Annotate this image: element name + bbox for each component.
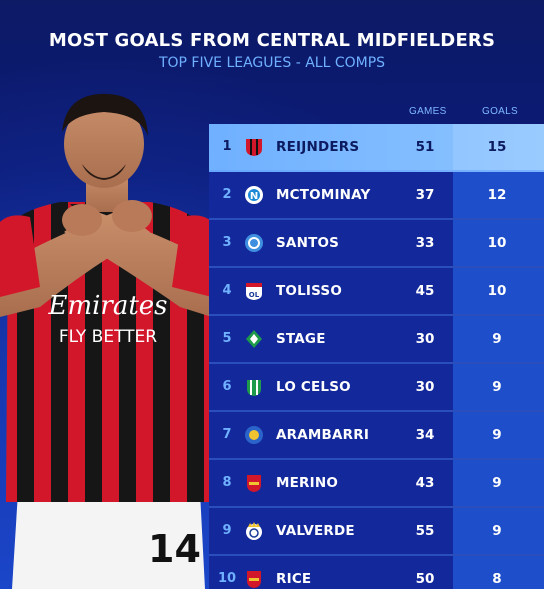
table-row: 3 SANTOS 33 10 (209, 220, 544, 268)
napoli-crest-icon: N (245, 186, 263, 204)
player-name: LO CELSO (276, 379, 351, 395)
goals-value: 9 (492, 427, 502, 443)
table-row: 10 RICE 50 8 (209, 556, 544, 589)
table-row: 8 MERINO 43 9 (209, 460, 544, 508)
games-value: 45 (415, 283, 435, 299)
goals-value: 9 (492, 475, 502, 491)
ac-milan-crest-icon (246, 139, 262, 156)
goals-cell-bg (453, 412, 544, 458)
player-name: RICE (276, 571, 312, 587)
shorts-number: 14 (148, 527, 201, 571)
goals-cell-bg (453, 220, 544, 266)
rank: 1 (222, 139, 232, 154)
goals-value: 10 (487, 283, 507, 299)
shirt-sponsor: Emirates (47, 291, 167, 321)
games-column-header: GAMES (409, 106, 447, 117)
arsenal-crest-icon (247, 475, 261, 492)
rank: 6 (222, 379, 232, 394)
rank: 9 (222, 523, 232, 538)
goals-cell-bg (453, 172, 544, 218)
goals-cell-bg (453, 556, 544, 589)
goals-cell-bg (453, 316, 544, 362)
rank: 2 (222, 187, 232, 202)
games-value: 30 (415, 331, 435, 347)
goals-value: 8 (492, 571, 502, 587)
rank: 7 (222, 427, 232, 442)
games-value: 50 (415, 571, 435, 587)
table-row: 6 LO CELSO 30 9 (209, 364, 544, 412)
werder-bremen-crest-icon (246, 330, 262, 348)
table-row: 2 N MCTOMINAY 37 12 (209, 172, 544, 220)
shirt-sponsor-tagline: FLY BETTER (59, 327, 157, 347)
games-value: 33 (415, 235, 435, 251)
goals-value: 9 (492, 523, 502, 539)
goals-cell-bg (453, 508, 544, 554)
page-title: MOST GOALS FROM CENTRAL MIDFIELDERS (48, 30, 496, 51)
player-name: MERINO (276, 475, 339, 491)
player-illustration: 14 Emirates FLY BETTER (0, 93, 212, 589)
player-name: REIJNDERS (276, 139, 360, 155)
rank: 5 (222, 331, 232, 346)
goals-value: 12 (487, 187, 507, 203)
games-value: 37 (415, 187, 435, 203)
table-row: 5 STAGE 30 9 (209, 316, 544, 364)
table-row: 4 OL TOLISSO 45 10 (209, 268, 544, 316)
real-betis-crest-icon (247, 380, 261, 396)
rank: 10 (217, 571, 237, 586)
table-row: 7 ARAMBARRI 34 9 (209, 412, 544, 460)
page-subtitle: TOP FIVE LEAGUES - ALL COMPS (158, 55, 386, 71)
goals-cell-bg (453, 268, 544, 314)
getafe-crest-icon (245, 426, 263, 444)
goals-value: 15 (487, 139, 507, 155)
player-name: TOLISSO (276, 283, 343, 299)
svg-text:OL: OL (249, 291, 260, 299)
svg-text:N: N (250, 191, 258, 202)
games-value: 43 (415, 475, 435, 491)
table-row: 9 VALVERDE 55 9 (209, 508, 544, 556)
rank: 8 (222, 475, 232, 490)
real-madrid-crest-icon (246, 522, 262, 540)
goals-value: 10 (487, 235, 507, 251)
rank: 4 (222, 283, 232, 298)
leaderboard-table: 1 REIJNDERS 51 15 2 N MCTOMINAY 37 12 3 … (209, 124, 544, 589)
player-name: MCTOMINAY (276, 187, 371, 203)
rank: 3 (222, 235, 232, 250)
games-value: 51 (415, 139, 435, 155)
games-value: 34 (415, 427, 435, 443)
arsenal-crest-icon (247, 571, 261, 588)
player-name: VALVERDE (276, 523, 355, 539)
goals-value: 9 (492, 331, 502, 347)
goals-cell-bg (453, 460, 544, 506)
player-name: STAGE (276, 331, 326, 347)
goals-value: 9 (492, 379, 502, 395)
goals-column-header: GOALS (482, 106, 518, 117)
games-value: 55 (415, 523, 435, 539)
goals-cell-bg (453, 364, 544, 410)
strasbourg-crest-icon (245, 234, 263, 252)
table-row: 1 REIJNDERS 51 15 (209, 124, 544, 172)
player-name: ARAMBARRI (276, 427, 370, 443)
player-name: SANTOS (276, 235, 340, 251)
games-value: 30 (415, 379, 435, 395)
lyon-crest-icon: OL (246, 283, 262, 300)
goals-cell-bg (453, 124, 544, 170)
